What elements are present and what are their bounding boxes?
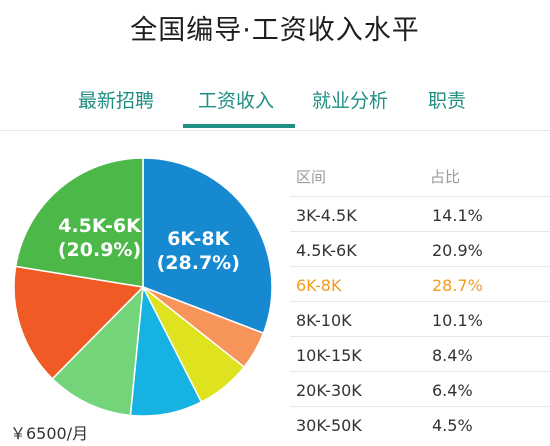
page-title: 全国编导·工资收入水平: [130, 15, 420, 46]
table-header: 区间 占比: [290, 160, 550, 196]
row-range: 8K-10K: [296, 311, 352, 330]
row-share: 28.7%: [432, 276, 483, 295]
tab-employment-analysis[interactable]: 就业分析: [312, 90, 389, 112]
pie-slice-3k-4_5k: [13, 265, 145, 380]
slice-label-range: 6K-8K: [167, 228, 230, 250]
row-range: 10K-15K: [296, 346, 362, 365]
row-share: 8.4%: [432, 346, 473, 365]
tab-responsibilities[interactable]: 职责: [428, 90, 467, 112]
tab-salary-income[interactable]: 工资收入: [198, 90, 275, 112]
row-range: 4.5K-6K: [296, 241, 357, 260]
column-header-share: 占比: [430, 168, 461, 186]
pie-slice-8k-10k: [51, 284, 144, 417]
pie-slice-6k-8k: [142, 157, 273, 335]
pie-slice-label: 6K-8K (28.7%): [157, 228, 240, 274]
row-range: 3K-4.5K: [296, 206, 357, 225]
table-row: 4.5K-6K 20.9%: [290, 231, 550, 267]
tab-latest-jobs[interactable]: 最新招聘: [78, 90, 155, 112]
column-header-range: 区间: [296, 168, 327, 186]
table-row: 30K-50K 4.5%: [290, 406, 550, 442]
table-row-highlighted: 6K-8K 28.7%: [290, 266, 550, 302]
row-range: 30K-50K: [296, 416, 362, 435]
pie-slice-label: 4.5K-6K (20.9%): [58, 215, 142, 261]
table-row: 20K-30K 6.4%: [290, 371, 550, 407]
row-share: 20.9%: [432, 241, 483, 260]
table-row: 10K-15K 8.4%: [290, 336, 550, 372]
row-share: 10.1%: [432, 311, 483, 330]
row-share: 4.5%: [432, 416, 473, 435]
slice-label-range: 4.5K-6K: [58, 215, 142, 237]
salary-pie-chart: 6K-8K (28.7%) 4.5K-6K (20.9%): [13, 157, 273, 417]
table-row: 8K-10K 10.1%: [290, 301, 550, 337]
active-tab-indicator: [183, 124, 295, 128]
row-share: 6.4%: [432, 381, 473, 400]
table-row: 3K-4.5K 14.1%: [290, 196, 550, 232]
tab-bar: 最新招聘 工资收入 就业分析 职责: [0, 72, 550, 131]
row-range: 20K-30K: [296, 381, 362, 400]
row-share: 14.1%: [432, 206, 483, 225]
row-range: 6K-8K: [296, 276, 342, 295]
average-salary: ￥6500/月: [10, 424, 89, 443]
slice-label-pct: (28.7%): [157, 252, 240, 274]
pie-slice-4_5k-6k: [14, 157, 144, 288]
slice-label-pct: (20.9%): [58, 239, 141, 261]
